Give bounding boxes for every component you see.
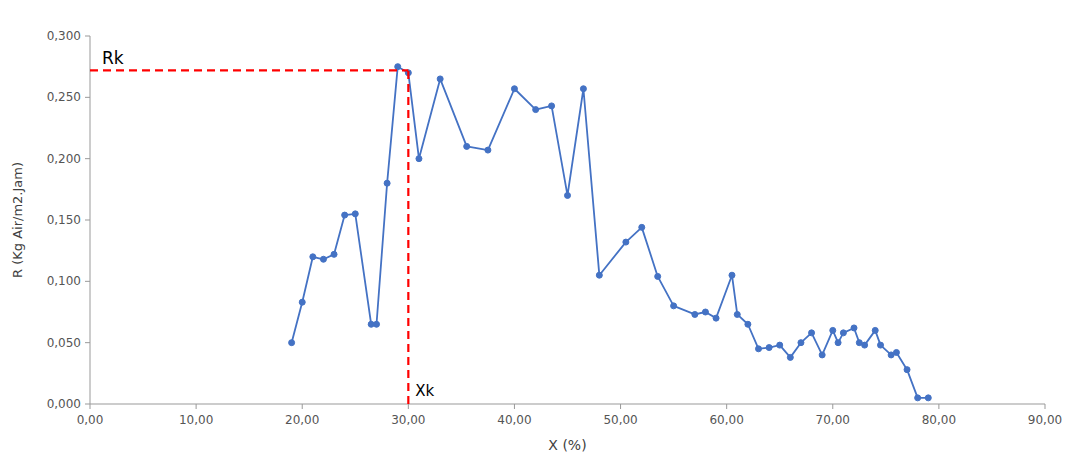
- x-tick-label: 30,00: [391, 413, 425, 427]
- data-point: [713, 315, 719, 321]
- x-tick: [620, 404, 621, 409]
- data-point: [485, 147, 491, 153]
- data-point: [787, 354, 793, 360]
- plot-area: [90, 64, 931, 404]
- data-point: [549, 103, 555, 109]
- x-tick: [726, 404, 727, 409]
- y-tick: [85, 97, 90, 98]
- x-tick: [1045, 404, 1046, 409]
- x-tick: [302, 404, 303, 409]
- data-point: [851, 325, 857, 331]
- data-point: [352, 211, 358, 217]
- data-point: [777, 342, 783, 348]
- annotation: Rk: [102, 48, 124, 68]
- data-point: [729, 272, 735, 278]
- data-point: [798, 340, 804, 346]
- y-tick: [85, 36, 90, 37]
- data-point: [416, 156, 422, 162]
- x-tick-label: 90,00: [1028, 413, 1062, 427]
- y-tick: [85, 342, 90, 343]
- x-tick: [938, 404, 939, 409]
- data-point: [655, 273, 661, 279]
- y-tick: [85, 281, 90, 282]
- x-tick-label: 0,00: [77, 413, 104, 427]
- x-tick-label: 40,00: [497, 413, 531, 427]
- y-tick: [85, 158, 90, 159]
- data-point: [623, 239, 629, 245]
- data-point: [872, 327, 878, 333]
- x-tick-label: 20,00: [285, 413, 319, 427]
- data-point: [464, 143, 470, 149]
- x-tick-label: 10,00: [179, 413, 213, 427]
- data-point: [565, 192, 571, 198]
- data-point: [692, 311, 698, 317]
- data-point: [342, 212, 348, 218]
- data-point: [835, 340, 841, 346]
- x-tick: [832, 404, 833, 409]
- chart: 0,00 10,00 20,00 30,00 40,00 50,00 60,00 70,00 8…: [0, 0, 1075, 468]
- x-tick-label: 80,00: [922, 413, 956, 427]
- data-point: [830, 327, 836, 333]
- data-point: [766, 345, 772, 351]
- y-tick: [85, 404, 90, 405]
- axes: 0,00 10,00 20,00 30,00 40,00 50,00 60,00 70,00 8…: [47, 29, 1063, 427]
- data-point: [878, 342, 884, 348]
- data-point: [904, 367, 910, 373]
- data-point: [580, 86, 586, 92]
- series-line: [292, 67, 929, 398]
- data-point: [395, 64, 401, 70]
- x-tick-label: 60,00: [709, 413, 743, 427]
- data-point: [384, 180, 390, 186]
- y-tick-label: 0,050: [47, 336, 81, 350]
- data-point: [533, 107, 539, 113]
- data-point: [671, 303, 677, 309]
- data-point: [915, 395, 921, 401]
- y-tick: [85, 220, 90, 221]
- data-point: [745, 321, 751, 327]
- x-tick: [196, 404, 197, 409]
- x-axis-line: [90, 404, 1045, 405]
- y-axis-label: R (Kg Air/m2.Jam): [10, 162, 25, 278]
- x-tick-label: 70,00: [816, 413, 850, 427]
- x-tick: [90, 404, 91, 409]
- data-point: [862, 342, 868, 348]
- annotation: Xk: [415, 382, 434, 400]
- x-tick: [514, 404, 515, 409]
- y-tick-label: 0,100: [47, 274, 81, 288]
- data-point: [809, 330, 815, 336]
- y-tick-label: 0,200: [47, 152, 81, 166]
- data-point: [437, 76, 443, 82]
- data-point: [511, 86, 517, 92]
- data-point: [756, 346, 762, 352]
- data-point: [819, 352, 825, 358]
- data-point: [299, 299, 305, 305]
- data-point: [289, 340, 295, 346]
- y-tick-label: 0,000: [47, 397, 81, 411]
- data-point: [893, 349, 899, 355]
- y-tick-label: 0,300: [47, 29, 81, 43]
- data-point: [331, 251, 337, 257]
- data-point: [374, 321, 380, 327]
- y-tick-label: 0,150: [47, 213, 81, 227]
- x-tick: [408, 404, 409, 409]
- reference-line-horizontal: [90, 69, 408, 71]
- data-point: [734, 311, 740, 317]
- x-tick-label: 50,00: [603, 413, 637, 427]
- data-point: [702, 309, 708, 315]
- reference-line-vertical: [407, 70, 409, 404]
- data-point: [840, 330, 846, 336]
- data-point: [596, 272, 602, 278]
- data-point: [320, 256, 326, 262]
- x-axis-label: X (%): [548, 437, 586, 453]
- data-point: [310, 254, 316, 260]
- data-point: [639, 224, 645, 230]
- data-point: [925, 395, 931, 401]
- y-tick-label: 0,250: [47, 90, 81, 104]
